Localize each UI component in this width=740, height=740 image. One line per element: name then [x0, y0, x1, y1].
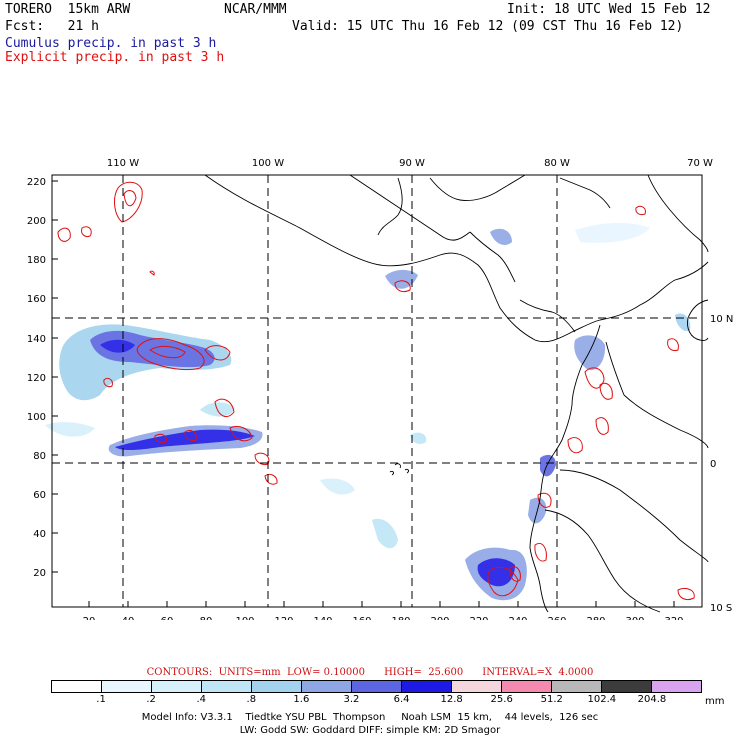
- x-tick-label: 300: [625, 616, 644, 620]
- model-info-line1: Model Info: V3.3.1 Tiedtke YSU PBL Thomp…: [141, 712, 599, 723]
- y-tick-label: 220: [27, 177, 46, 188]
- legend-label: .4: [196, 694, 206, 705]
- x-tick-label: 20: [83, 616, 96, 620]
- explicit-label: Explicit precip. in past 3 h: [5, 50, 225, 65]
- x-tick-label: 120: [274, 616, 293, 620]
- y-tick-label: 100: [27, 412, 46, 423]
- legend-swatch: [352, 681, 402, 692]
- valid-time: Valid: 15 UTC Thu 16 Feb 12 (09 CST Thu …: [292, 19, 684, 34]
- y-tick-label: 60: [33, 490, 46, 501]
- x-tick-label: 280: [586, 616, 605, 620]
- legend-swatch: [102, 681, 152, 692]
- y-tick-label: 140: [27, 334, 46, 345]
- lon-label: 90 W: [399, 158, 425, 169]
- legend-swatch: [502, 681, 552, 692]
- explicit-precip-contours: [57, 181, 695, 601]
- lat-label: 10 N: [710, 314, 733, 325]
- init-time: Init: 18 UTC Wed 15 Feb 12: [507, 2, 711, 17]
- legend-label: 204.8: [637, 694, 667, 705]
- legend-swatch: [302, 681, 352, 692]
- y-tick-label: 20: [33, 568, 46, 579]
- legend-label: .8: [246, 694, 257, 705]
- map-frame: [51, 174, 703, 608]
- model-info-line2: LW: Godd SW: Goddard DIFF: simple KM: 2D…: [239, 725, 501, 736]
- color-legend: [51, 680, 702, 693]
- coastlines: [204, 174, 709, 613]
- legend-label: 1.6: [293, 694, 310, 705]
- x-tick-label: 40: [122, 616, 135, 620]
- x-tick-label: 100: [235, 616, 254, 620]
- model-title: TORERO 15km ARW: [5, 2, 131, 17]
- lat-lon-grid: [52, 175, 702, 607]
- forecast-hour: Fcst: 21 h: [5, 19, 99, 34]
- x-tick-label: 80: [200, 616, 213, 620]
- legend-swatch: [402, 681, 452, 692]
- legend-swatch: [552, 681, 602, 692]
- cumulus-label: Cumulus precip. in past 3 h: [5, 36, 217, 51]
- legend-label: 25.6: [490, 694, 513, 705]
- lon-label: 110 W: [107, 158, 139, 169]
- legend-labels: .1 .2 .4 .8 1.6 3.2 6.4 12.8 25.6 51.2 102.4 204.8: [51, 694, 702, 706]
- legend-unit: mm: [705, 696, 725, 707]
- lon-label: 70 W: [687, 158, 713, 169]
- lat-label: 10 S: [710, 603, 732, 614]
- y-tick-label: 80: [33, 451, 46, 462]
- y-tick-label: 160: [27, 294, 46, 305]
- x-tick-label: 200: [430, 616, 449, 620]
- y-tick-label: 120: [27, 373, 46, 384]
- legend-label: .2: [146, 694, 156, 705]
- bottom-ticks: [88, 601, 675, 607]
- lon-label: 80 W: [544, 158, 570, 169]
- lat-label: 0: [710, 459, 716, 470]
- precip-map: 110 W 100 W 90 W 80 W 70 W 10 N 0 10 S 2…: [27, 158, 733, 620]
- x-tick-label: 60: [161, 616, 174, 620]
- legend-swatch: [202, 681, 252, 692]
- x-tick-label: 220: [469, 616, 488, 620]
- x-tick-label: 260: [547, 616, 566, 620]
- x-tick-label: 160: [352, 616, 371, 620]
- x-tick-label: 180: [391, 616, 410, 620]
- legend-swatch: [252, 681, 302, 692]
- legend-label: 6.4: [393, 694, 410, 705]
- legend-label: 3.2: [343, 694, 360, 705]
- x-tick-label: 240: [508, 616, 527, 620]
- legend-swatch: [52, 681, 102, 692]
- x-tick-label: 140: [313, 616, 332, 620]
- left-ticks: [52, 180, 58, 573]
- legend-swatch: [152, 681, 202, 692]
- legend-swatch: [652, 681, 701, 692]
- legend-label: .1: [96, 694, 106, 705]
- contours-info: CONTOURS: UNITS=mm LOW= 0.10000 HIGH= 25…: [146, 667, 594, 678]
- org-label: NCAR/MMM: [224, 2, 287, 17]
- cumulus-precip-areas: [45, 222, 691, 601]
- legend-swatch: [452, 681, 502, 692]
- legend-label: 102.4: [587, 694, 617, 705]
- legend-label: 51.2: [540, 694, 563, 705]
- y-tick-label: 180: [27, 255, 46, 266]
- y-tick-label: 200: [27, 216, 46, 227]
- y-tick-label: 40: [33, 529, 46, 540]
- lon-label: 100 W: [252, 158, 284, 169]
- x-tick-label: 320: [664, 616, 683, 620]
- legend-label: 12.8: [440, 694, 463, 705]
- legend-swatch: [602, 681, 652, 692]
